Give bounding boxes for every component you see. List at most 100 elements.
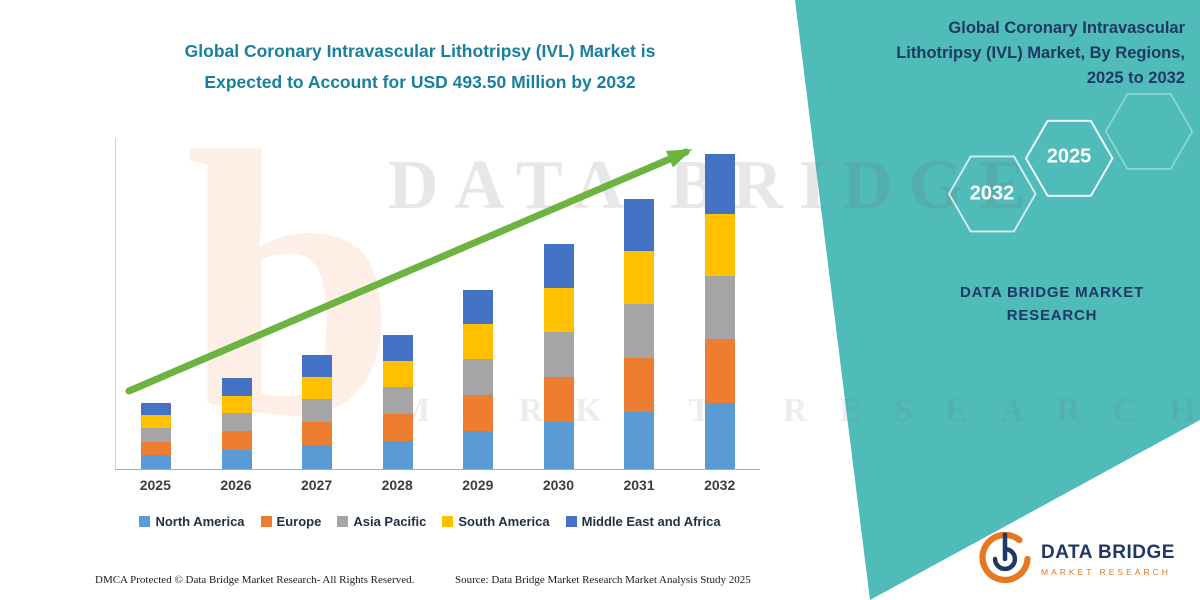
legend-swatch-icon [260,516,272,527]
bar-segment-south-america [704,213,735,276]
bar-slot-2030 [519,138,600,469]
bar-segment-middle-east-and-africa [704,154,735,214]
bars-row [116,138,760,469]
x-axis-label-2031: 2031 [623,477,655,493]
logo-tagline: MARKET RESEARCH [1041,566,1171,577]
bar-segment-asia-pacific [463,359,494,395]
stacked-bar-2029 [463,289,494,469]
bar-segment-europe [704,338,735,403]
bar-segment-middle-east-and-africa [141,402,172,416]
bar-segment-middle-east-and-africa [221,378,252,396]
chart-plot-area [115,138,760,470]
stacked-bar-2032 [704,154,735,469]
bar-segment-south-america [302,377,333,400]
bar-segment-middle-east-and-africa [543,244,574,288]
bar-segment-asia-pacific [704,275,735,339]
x-axis-labels: 2025 2026 2027 2028 2029 2030 2031 2032 [115,477,760,493]
bar-segment-asia-pacific [302,399,333,423]
hexagon-year-2025: 2025 [1046,145,1092,168]
bar-segment-asia-pacific [221,413,252,432]
bar-segment-asia-pacific [624,303,655,358]
bar-segment-europe [463,394,494,432]
bar-segment-europe [221,431,252,450]
x-axis-label-2032: 2032 [704,477,736,493]
legend-swatch-icon [442,516,454,527]
x-axis-label-2025: 2025 [139,477,171,493]
footer-dmca-text: DMCA Protected © Data Bridge Market Rese… [95,574,415,586]
legend-item-asia-pacific: Asia Pacific [337,514,426,529]
x-axis-label-2029: 2029 [462,477,494,493]
footer-logo: DATA BRIDGE MARKET RESEARCH [978,532,1175,586]
bar-slot-2027 [277,138,358,469]
bar-segment-middle-east-and-africa [302,355,333,378]
legend-swatch-icon [565,516,577,527]
bar-slot-2031 [599,138,680,469]
legend-swatch-icon [337,516,349,527]
chart-title: Global Coronary Intravascular Lithotrips… [184,41,656,92]
legend-item-middle-east-and-africa: Middle East and Africa [565,514,721,529]
legend-label: South America [458,514,550,529]
bar-segment-asia-pacific [141,428,172,442]
x-axis-label-2028: 2028 [381,477,413,493]
stacked-bar-2027 [302,355,333,469]
right-panel-title: Global Coronary Intravascular Lithotrips… [896,19,1185,87]
bar-segment-south-america [543,287,574,332]
stacked-bar-2031 [624,198,655,469]
footer-source-text: Source: Data Bridge Market Research Mark… [455,574,751,586]
hexagon-year-2032: 2032 [969,182,1015,205]
bar-segment-asia-pacific [382,387,413,415]
bar-slot-2025 [116,138,197,469]
bar-segment-south-america [141,415,172,429]
bar-segment-north-america [302,445,333,469]
databridge-logo-icon [979,532,1031,584]
legend-item-north-america: North America [139,514,245,529]
bar-slot-2028 [358,138,439,469]
bar-segment-north-america [463,431,494,469]
bar-segment-south-america [221,395,252,414]
hexagon-2032-outline [947,155,1037,233]
stacked-bar-2025 [141,402,172,469]
bar-segment-north-america [624,412,655,469]
legend-label: Asia Pacific [353,514,427,529]
logo-name: DATA BRIDGE [1041,541,1175,563]
legend-label: Europe [276,514,322,529]
bar-slot-2032 [680,138,761,469]
bar-segment-south-america [624,250,655,304]
chart-legend: North America Europe Asia Pacific South Ame… [90,514,770,529]
hexagon-partial-outline [1104,92,1194,170]
stacked-bar-2030 [543,244,574,469]
bar-segment-middle-east-and-africa [624,198,655,251]
bar-segment-europe [141,441,172,455]
x-axis-label-2026: 2026 [220,477,252,493]
legend-swatch-icon [139,516,151,527]
x-axis-label-2027: 2027 [300,477,333,493]
bar-segment-europe [543,376,574,422]
bar-segment-north-america [382,440,413,469]
bar-slot-2026 [197,138,278,469]
x-axis-label-2030: 2030 [542,477,575,493]
bar-segment-north-america [141,455,172,469]
bar-segment-north-america [221,449,252,469]
bar-segment-europe [302,422,333,446]
legend-label: Middle East and Africa [581,514,721,529]
legend-item-europe: Europe [260,514,322,529]
bar-segment-europe [624,357,655,413]
legend-item-south-america: South America [442,514,550,529]
bar-segment-asia-pacific [543,331,574,377]
legend-label: North America [155,514,245,529]
hexagon-2025-outline [1024,119,1114,197]
bar-segment-middle-east-and-africa [382,334,413,362]
bar-segment-south-america [382,361,413,388]
bar-segment-europe [382,414,413,441]
hexagons-graphic [947,92,1194,233]
bar-segment-north-america [543,421,574,469]
stacked-bar-2028 [382,334,413,469]
bar-slot-2029 [438,138,519,469]
bar-segment-north-america [704,402,735,469]
stacked-bar-2026 [221,378,252,469]
right-panel-brand-text: DATA BRIDGE MARKET RESEARCH [959,284,1145,324]
bar-segment-south-america [463,324,494,360]
logo-text: DATA BRIDGE MARKET RESEARCH [1041,542,1175,577]
bar-segment-middle-east-and-africa [463,289,494,325]
